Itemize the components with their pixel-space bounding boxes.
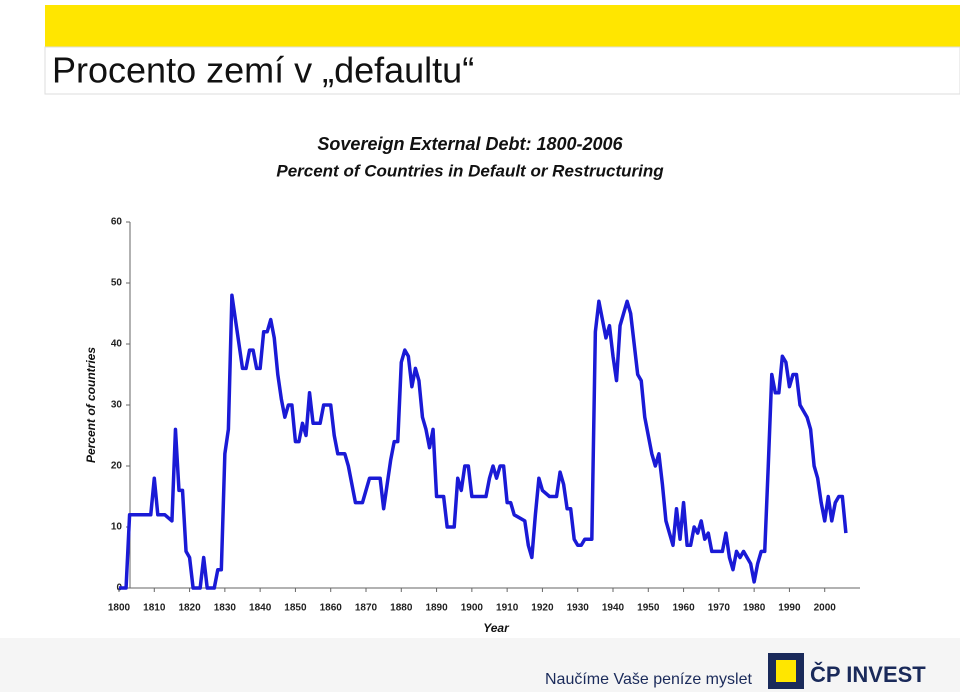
title-bar xyxy=(45,5,960,47)
x-tick-label: 1810 xyxy=(143,603,166,614)
x-tick-label: 1880 xyxy=(390,603,413,614)
x-tick-label: 1940 xyxy=(602,603,625,614)
x-tick-label: 1820 xyxy=(178,603,201,614)
title-box xyxy=(44,46,960,95)
x-tick-label: 1850 xyxy=(284,603,307,614)
x-tick-label: 2000 xyxy=(814,603,837,614)
y-tick-label: 60 xyxy=(111,217,123,228)
y-tick-label: 30 xyxy=(111,400,123,411)
x-tick-label: 1930 xyxy=(567,603,590,614)
y-tick-label: 10 xyxy=(111,522,123,533)
x-tick-label: 1920 xyxy=(531,603,554,614)
x-tick-label: 1830 xyxy=(214,603,237,614)
chart-subtitle: Percent of Countries in Default or Restr… xyxy=(276,161,664,180)
footer-text: Naučíme Vaše peníze myslet xyxy=(545,671,752,688)
x-tick-label: 1870 xyxy=(355,603,378,614)
x-tick-label: 1980 xyxy=(743,603,766,614)
x-tick-label: 1960 xyxy=(672,603,695,614)
x-tick-label: 1890 xyxy=(425,603,448,614)
x-tick-label: 1800 xyxy=(108,603,131,614)
x-tick-label: 1990 xyxy=(778,603,801,614)
logo-inner xyxy=(776,660,796,682)
chart-area xyxy=(57,118,888,638)
brand: ČP INVEST xyxy=(810,662,926,687)
x-tick-label: 1860 xyxy=(320,603,343,614)
x-tick-label: 1840 xyxy=(249,603,272,614)
x-axis-label: Year xyxy=(483,621,510,635)
y-tick-label: 20 xyxy=(111,461,123,472)
y-tick-label: 50 xyxy=(111,278,123,289)
x-tick-label: 1970 xyxy=(708,603,731,614)
x-tick-label: 1900 xyxy=(461,603,484,614)
x-tick-label: 1950 xyxy=(637,603,660,614)
y-axis-label: Percent of countries xyxy=(84,347,98,463)
slide-title: Procento zemí v „defaultu“ xyxy=(52,50,474,91)
y-tick-label: 40 xyxy=(111,339,123,350)
x-tick-label: 1910 xyxy=(496,603,519,614)
data-line xyxy=(119,293,848,590)
chart-title: Sovereign External Debt: 1800-2006 xyxy=(317,134,623,154)
